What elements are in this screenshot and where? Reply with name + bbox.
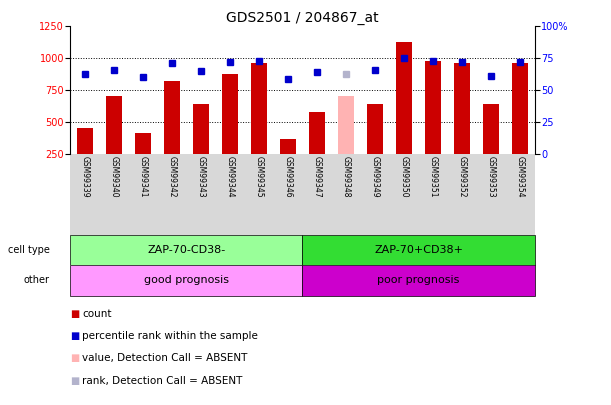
Text: GSM99341: GSM99341 xyxy=(138,156,147,198)
Text: percentile rank within the sample: percentile rank within the sample xyxy=(82,331,258,341)
Title: GDS2501 / 204867_at: GDS2501 / 204867_at xyxy=(226,11,379,25)
Text: rank, Detection Call = ABSENT: rank, Detection Call = ABSENT xyxy=(82,376,243,386)
Bar xyxy=(454,63,470,154)
Text: ZAP-70-CD38-: ZAP-70-CD38- xyxy=(147,245,225,255)
Bar xyxy=(222,74,238,154)
Text: count: count xyxy=(82,309,112,319)
Text: poor prognosis: poor prognosis xyxy=(378,275,459,286)
Bar xyxy=(280,139,296,154)
Bar xyxy=(302,235,535,265)
Text: GSM99347: GSM99347 xyxy=(312,156,321,198)
Text: value, Detection Call = ABSENT: value, Detection Call = ABSENT xyxy=(82,354,248,363)
Text: GSM99350: GSM99350 xyxy=(400,156,409,198)
Text: GSM99345: GSM99345 xyxy=(254,156,263,198)
Bar xyxy=(425,61,441,154)
Bar xyxy=(367,104,383,154)
Text: GSM99339: GSM99339 xyxy=(80,156,89,198)
Text: good prognosis: good prognosis xyxy=(144,275,229,286)
Text: GSM99351: GSM99351 xyxy=(428,156,437,198)
Bar xyxy=(106,96,122,154)
Bar xyxy=(309,113,325,154)
Text: ZAP-70+CD38+: ZAP-70+CD38+ xyxy=(374,245,463,255)
Bar xyxy=(483,104,499,154)
Text: ■: ■ xyxy=(70,376,79,386)
Text: GSM99353: GSM99353 xyxy=(486,156,496,198)
Text: GSM99346: GSM99346 xyxy=(284,156,293,198)
Bar xyxy=(512,63,528,154)
Bar xyxy=(396,42,412,154)
Text: GSM99340: GSM99340 xyxy=(109,156,119,198)
Bar xyxy=(77,128,93,154)
Text: GSM99349: GSM99349 xyxy=(370,156,379,198)
Text: cell type: cell type xyxy=(8,245,50,255)
Bar xyxy=(70,235,302,265)
Text: ■: ■ xyxy=(70,354,79,363)
Text: GSM99354: GSM99354 xyxy=(516,156,525,198)
Text: ■: ■ xyxy=(70,309,79,319)
Bar xyxy=(135,134,151,154)
Text: GSM99344: GSM99344 xyxy=(225,156,235,198)
Text: GSM99352: GSM99352 xyxy=(458,156,467,198)
Text: GSM99348: GSM99348 xyxy=(342,156,351,198)
Text: GSM99342: GSM99342 xyxy=(167,156,177,198)
Text: ■: ■ xyxy=(70,331,79,341)
Text: GSM99343: GSM99343 xyxy=(196,156,205,198)
Bar xyxy=(302,265,535,296)
Bar xyxy=(338,96,354,154)
Bar xyxy=(251,63,267,154)
Bar xyxy=(164,81,180,154)
Bar xyxy=(70,265,302,296)
Bar xyxy=(193,104,209,154)
Text: other: other xyxy=(24,275,50,286)
